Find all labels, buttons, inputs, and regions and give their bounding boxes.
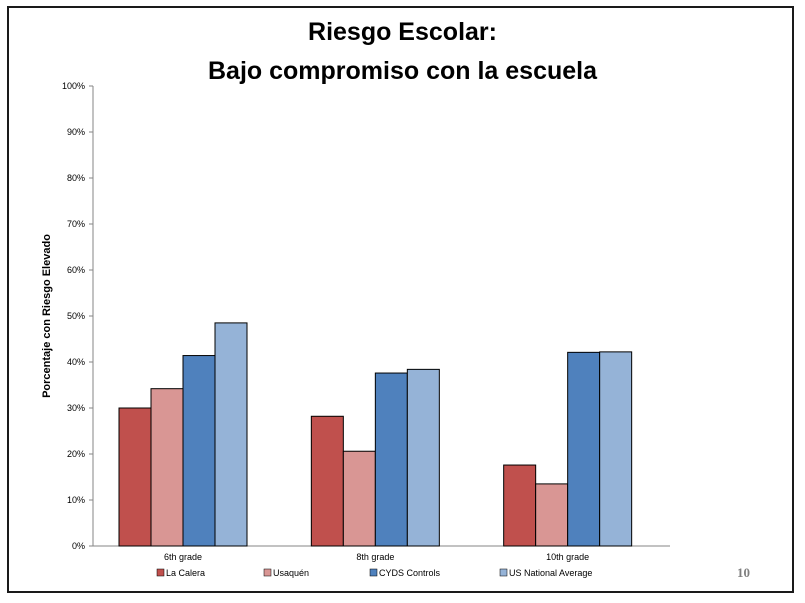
y-tick-label: 90%	[67, 127, 85, 137]
y-tick-label: 70%	[67, 219, 85, 229]
bar	[535, 483, 569, 547]
bar	[118, 407, 152, 547]
y-tick-label: 60%	[67, 265, 85, 275]
bar	[599, 351, 633, 547]
x-tick-label: 8th grade	[356, 552, 394, 562]
bar	[214, 322, 248, 547]
legend-label: US National Average	[509, 568, 592, 578]
legend-swatch	[369, 568, 378, 577]
y-tick-label: 50%	[67, 311, 85, 321]
y-tick-label: 40%	[67, 357, 85, 367]
y-axis-label: Porcentaje con Riesgo Elevado	[41, 234, 53, 398]
legend-label: La Calera	[166, 568, 205, 578]
legend-swatch	[156, 568, 165, 577]
bar	[150, 388, 184, 547]
legend-label: CYDS Controls	[379, 568, 441, 578]
y-tick-label: 80%	[67, 173, 85, 183]
legend-label: Usaquén	[273, 568, 309, 578]
slide-number: 10	[737, 565, 750, 580]
y-tick-label: 100%	[62, 81, 85, 91]
y-tick-label: 30%	[67, 403, 85, 413]
bar	[406, 368, 440, 547]
legend-swatch	[499, 568, 508, 577]
bar	[310, 415, 344, 547]
bar	[182, 355, 216, 547]
x-tick-label: 6th grade	[164, 552, 202, 562]
bar	[342, 450, 376, 547]
x-tick-label: 10th grade	[546, 552, 589, 562]
bar	[374, 372, 408, 547]
bar	[503, 464, 537, 547]
y-tick-label: 10%	[67, 495, 85, 505]
chart-title-line2: Bajo compromiso con la escuela	[207, 57, 597, 85]
y-tick-label: 0%	[72, 541, 85, 551]
y-tick-label: 20%	[67, 449, 85, 459]
bar	[567, 351, 601, 547]
chart-title-line1: Riesgo Escolar:	[308, 18, 497, 46]
legend-swatch	[263, 568, 272, 577]
